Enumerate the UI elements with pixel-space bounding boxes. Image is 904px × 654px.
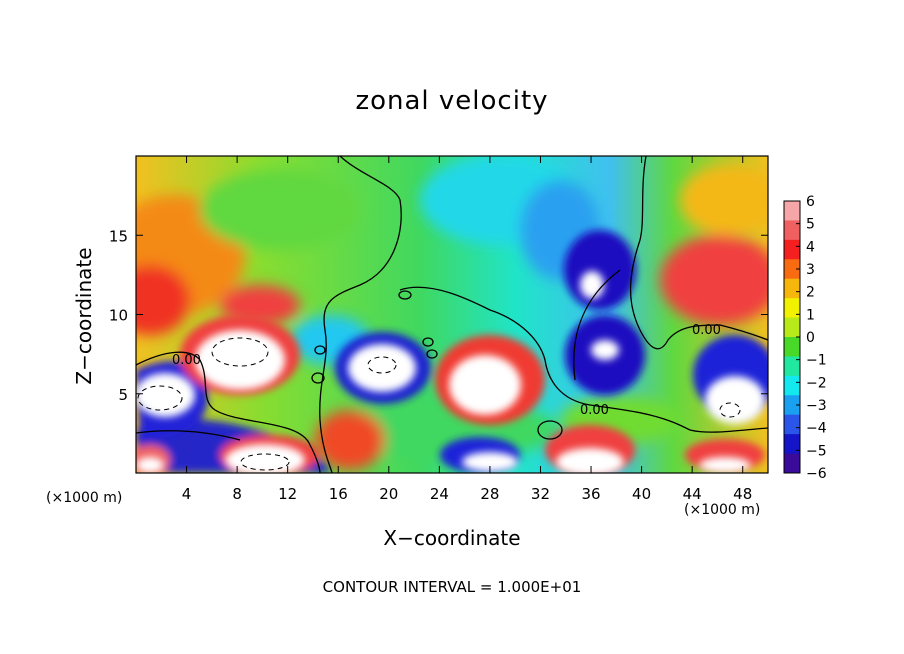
dashed-contours xyxy=(137,337,741,471)
heatmap-field xyxy=(136,156,768,473)
y-tick-label: 15 xyxy=(109,227,128,245)
x-axis-label: X−coordinate xyxy=(383,526,521,550)
x-tick-label: 36 xyxy=(581,485,600,503)
x-axis: 4 8 12 16 20 24 28 32 36 40 44 48 xyxy=(182,156,752,503)
x-tick-label: 44 xyxy=(683,485,702,503)
colorbar-swatch xyxy=(784,453,800,474)
contour-lines xyxy=(136,156,768,473)
x-tick-label: 48 xyxy=(733,485,752,503)
colorbar-tick-label: −6 xyxy=(806,466,827,482)
y-tick-label: 5 xyxy=(118,386,128,404)
colorbar-tick-label: 0 xyxy=(806,330,815,346)
contour-label: 0.00 xyxy=(692,323,721,338)
colorbar-swatch xyxy=(784,414,800,435)
colorbar-swatch xyxy=(784,375,800,396)
colorbar-swatch xyxy=(784,220,800,241)
x-tick-label: 4 xyxy=(182,485,192,503)
colorbar-swatch xyxy=(784,395,800,416)
colorbar: 6 5 4 3 2 1 0 −1 −2 −3 −4 −5 −6 xyxy=(783,194,827,482)
chart-title: zonal velocity xyxy=(355,86,549,116)
colorbar-tick-label: 3 xyxy=(806,262,815,278)
contour-label: 0.00 xyxy=(580,403,609,418)
colorbar-swatch xyxy=(784,201,800,221)
colorbar-swatch xyxy=(784,298,800,319)
x-tick-label: 32 xyxy=(531,485,550,503)
colorbar-tick-label: −2 xyxy=(806,375,827,391)
colorbar-swatch xyxy=(784,434,800,455)
colorbar-swatch xyxy=(784,239,800,260)
x-unit-note-left: (×1000 m) xyxy=(46,490,123,506)
colorbar-tick-label: 5 xyxy=(806,217,815,233)
colorbar-tick-label: −1 xyxy=(806,353,827,369)
contour-interval-note: CONTOUR INTERVAL = 1.000E+01 xyxy=(322,578,582,596)
x-tick-label: 28 xyxy=(480,485,499,503)
colorbar-tick-label: −5 xyxy=(806,443,827,459)
x-tick-label: 20 xyxy=(379,485,398,503)
colorbar-swatch xyxy=(784,278,800,299)
colorbar-tick-label: 1 xyxy=(806,307,815,323)
y-axis-label: Z−coordinate xyxy=(72,247,96,385)
y-tick-label: 10 xyxy=(109,307,128,325)
x-tick-label: 12 xyxy=(278,485,297,503)
colorbar-tick-label: 6 xyxy=(806,194,815,210)
colorbar-tick-label: −3 xyxy=(806,398,827,414)
colorbar-tick-label: 4 xyxy=(806,239,815,255)
colorbar-tick-label: 2 xyxy=(806,285,815,301)
colorbar-swatch xyxy=(784,337,800,357)
colorbar-swatch xyxy=(784,317,800,338)
colorbar-swatch xyxy=(784,356,800,377)
x-unit-note-right: (×1000 m) xyxy=(684,502,761,518)
x-tick-label: 16 xyxy=(329,485,348,503)
colorbar-swatch xyxy=(784,259,800,280)
x-tick-label: 40 xyxy=(632,485,651,503)
colorbar-tick-label: −4 xyxy=(806,421,827,437)
y-axis: 5 10 15 xyxy=(109,227,768,404)
x-tick-label: 8 xyxy=(232,485,242,503)
x-tick-label: 24 xyxy=(430,485,449,503)
contour-label: 0.00 xyxy=(172,353,201,368)
